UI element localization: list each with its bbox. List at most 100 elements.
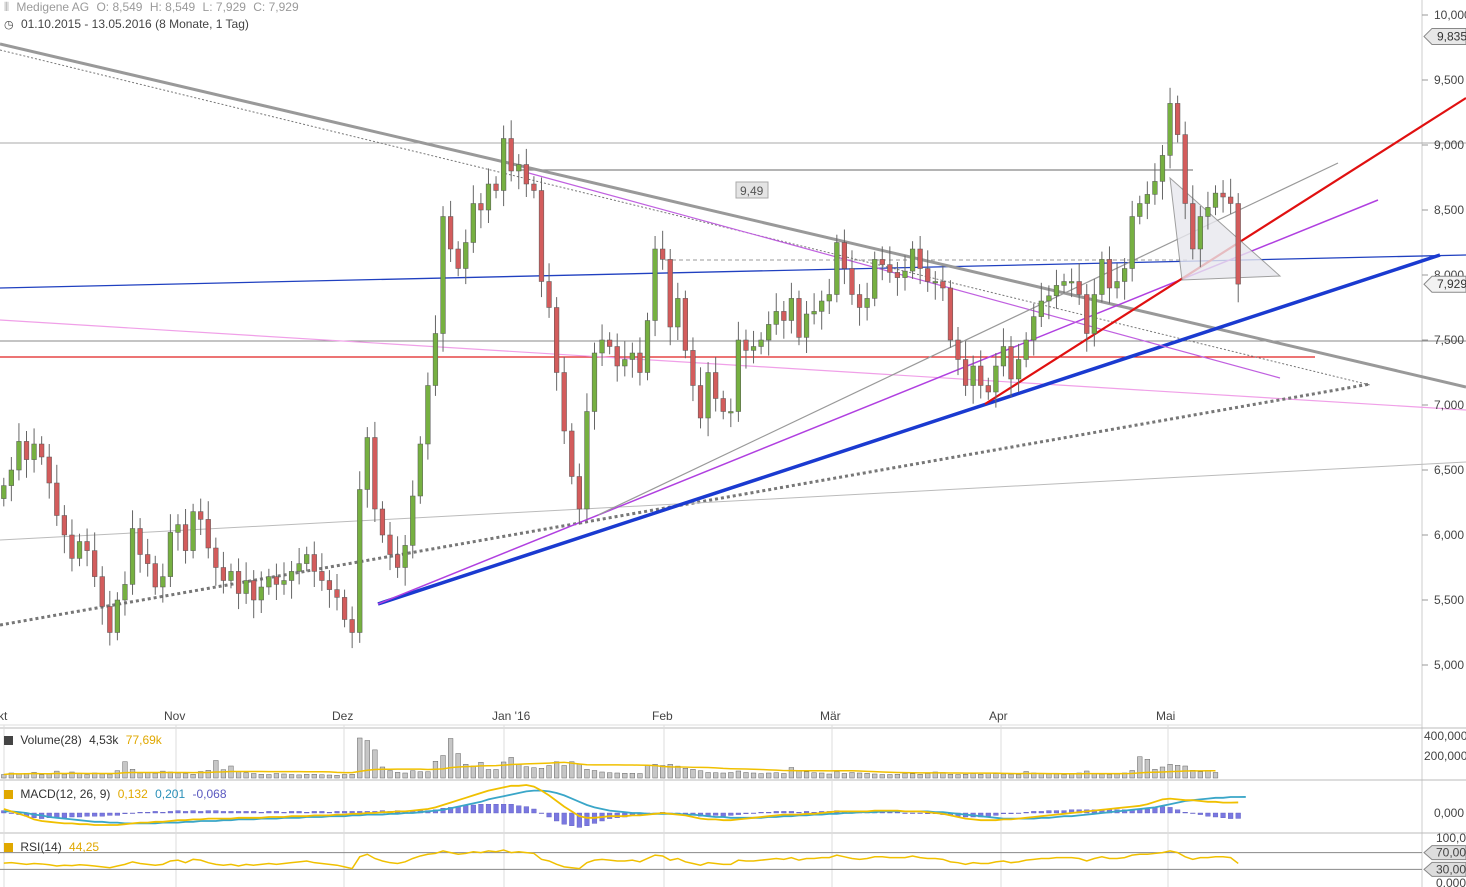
candle-body [46,456,52,484]
volume-bar [213,760,219,779]
candle-body [1023,339,1029,360]
volume-bar [1114,773,1120,779]
volume-bar [107,774,113,779]
y-tick-label: 6,500 [1434,463,1464,477]
candle-body [667,259,673,328]
candle-body [273,576,280,585]
candle-body [523,164,529,185]
volume-bar [993,773,999,779]
candle-body [31,443,37,460]
candle-body [402,545,408,568]
macd-histogram-bar [289,811,295,814]
low-value: L: 7,929 [202,0,246,14]
volume-bar [326,774,333,779]
macd-histogram-bar [985,812,991,817]
candle-body [394,554,401,568]
candle-body [879,259,885,265]
candle-body [1061,281,1067,286]
macd-histogram-bar [1016,812,1022,814]
candle-body [69,534,75,559]
macd-panel: 0,000 [1,784,1464,828]
candle-body [781,311,787,321]
macd-histogram-bar [182,811,189,814]
macd-histogram-bar [766,812,772,814]
price-tags: 9,835 7,929 [1423,27,1466,293]
candle-body [235,571,242,594]
volume-bar [872,773,878,779]
candle-body [1197,216,1203,250]
volume-bar [319,774,325,779]
volume-bar [932,771,938,779]
candle-body [1,485,7,499]
volume-bar [122,761,128,779]
volume-bar [637,773,643,779]
macd-histogram-bar [546,812,552,818]
candle-body [766,324,772,341]
candle-body [682,298,688,351]
candle-body [607,339,613,347]
macd-histogram-bar [803,811,810,814]
volume-bar [947,774,954,779]
macd-histogram-bar [917,812,923,814]
macd-histogram-bar [1031,811,1037,814]
candle-body [23,441,30,460]
candle-body [463,242,469,269]
price-tag [1423,275,1466,293]
candle-body [932,281,938,284]
volume-bar [402,772,408,779]
macd-title: MACD(12, 26, 9) [20,787,111,801]
volume-bar [152,773,158,779]
volume-bar [750,772,757,779]
candle-body [887,264,893,273]
volume-bar [607,772,613,779]
candle-body [1015,359,1022,380]
volume-bar [652,764,658,779]
macd-histogram-bar [584,812,590,827]
volume-bar [493,769,499,779]
candle-body [849,268,855,295]
macd-histogram-bar [1046,810,1052,814]
volume-bar [644,765,651,779]
volume-average-line [3,761,1216,776]
macd-histogram-bar [902,812,908,814]
volume-bar [273,773,280,779]
rsi-tick-label: 70,000 [1436,846,1466,860]
volume-bar [576,764,582,779]
grey-uptrend-line [0,461,1466,541]
candle-body [182,524,189,551]
volume-bar [682,768,688,779]
rsi-tick-label: 0,000 [1436,876,1466,887]
volume-bar [76,773,83,779]
volume-bar [584,769,590,779]
macd-histogram-bar [463,805,469,814]
candle-body [266,576,272,588]
macd-histogram-bar [122,812,128,815]
volume-bar [410,770,416,779]
candle-body [16,441,22,471]
macd-histogram-bar [152,811,158,814]
candle-body [538,190,545,282]
macd-histogram-bar [304,812,310,814]
x-tick-label: kt [0,709,8,723]
symbol-name: Medigene AG [16,0,90,14]
candle-body [531,183,537,191]
macd-histogram-bar [1167,807,1173,814]
volume-bar [523,766,529,779]
candle-body [501,138,507,191]
volume-bar [182,773,189,779]
candle-body [334,589,340,598]
volume-bar [334,775,340,779]
volume-bar [84,774,90,779]
candle-body [1084,294,1090,334]
volume-bar [697,770,704,779]
rsi-legend-icon [4,843,13,852]
candle-body [198,511,204,520]
candle-body [591,352,598,412]
volume-bar [1099,774,1105,779]
volume-bar [266,774,272,779]
candle-body [296,563,302,572]
candle-body [190,511,196,551]
rsi-line [3,849,1239,870]
volume-bar [1015,774,1022,779]
